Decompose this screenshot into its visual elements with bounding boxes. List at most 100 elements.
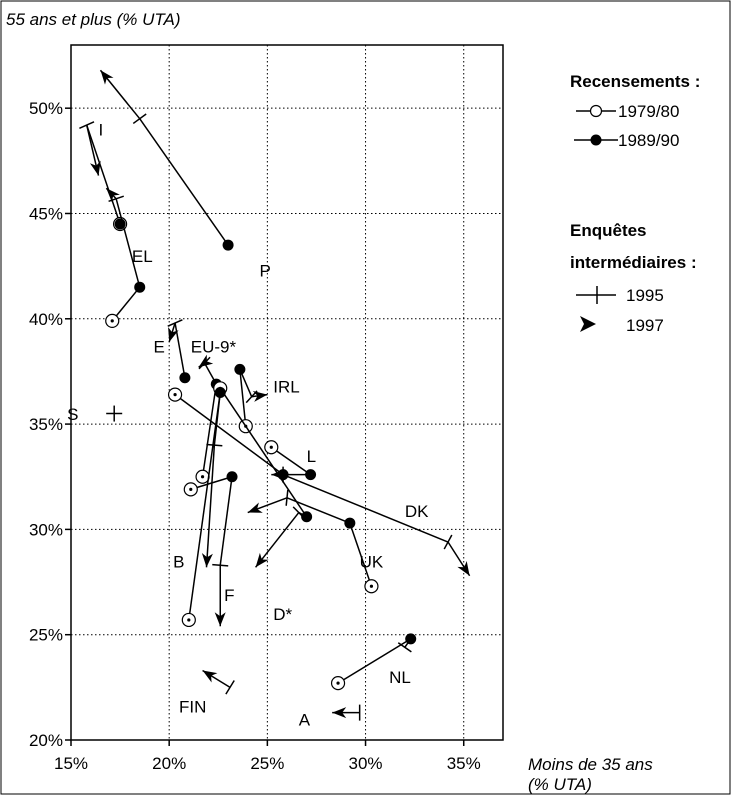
marker-1979-center: [336, 681, 340, 685]
trajectory-segment: [337, 638, 412, 684]
legend-label-1979: 1979/80: [618, 102, 679, 121]
plot-frame: [70, 44, 504, 741]
x-axis-title-line2: (% UTA): [528, 775, 592, 794]
trajectory-segment: [205, 445, 216, 568]
tick-1995: [397, 642, 412, 653]
y-tick-label: 25%: [29, 626, 63, 645]
x-tick-label: 25%: [250, 754, 284, 773]
point-labels: P I EL E EU-9* IRL S L DK UK D* B F NL FIN A: [67, 121, 429, 730]
trajectory-segment: [188, 392, 221, 621]
legend-marker-1979: [589, 104, 603, 118]
arrow-1997: [201, 553, 213, 568]
tick-1995: [79, 121, 95, 129]
y-tick-label: 35%: [29, 415, 63, 434]
series-b: [183, 471, 238, 627]
marker-1979-center: [173, 393, 177, 397]
trajectory-segment: [219, 476, 233, 566]
trajectory-segment: [349, 522, 373, 587]
x-tick-label: 15%: [54, 754, 88, 773]
marker-1989: [277, 469, 289, 481]
point-label-d: D*: [273, 605, 292, 624]
marker-1989: [405, 633, 417, 645]
y-axis-title: 55 ans et plus (% UTA): [6, 10, 180, 29]
trajectory-segment: [174, 394, 284, 476]
tick-1995: [225, 680, 235, 695]
legend: Recensements : 1979/80 1989/90 Enquêtes …: [570, 72, 700, 335]
series-e: [167, 319, 191, 384]
marker-1979-center: [369, 584, 374, 588]
point-label-uk: UK: [360, 552, 384, 571]
marker-1989: [222, 239, 234, 251]
trajectory-segment: [213, 392, 221, 446]
tick-1995: [212, 563, 229, 567]
y-tick-label: 30%: [29, 520, 63, 539]
trajectory-segment: [111, 286, 141, 322]
axis-ticks: 15% 20% 25% 30% 35% 20% 25% 30% 35% 40% 45% 50%: [29, 99, 481, 773]
x-tick-label: 35%: [447, 754, 481, 773]
tick-1995: [206, 443, 223, 447]
series-f: [181, 387, 226, 628]
trajectory-segment: [99, 69, 141, 120]
arrow-1997: [255, 552, 269, 568]
marker-1979-center: [189, 487, 193, 491]
legend-label-1989: 1989/90: [618, 131, 679, 150]
point-label-a: A: [299, 710, 311, 729]
legend-title-surveys-line1: Enquêtes: [570, 221, 647, 240]
arrow-1997: [247, 502, 263, 513]
trajectory-segment: [254, 512, 300, 568]
legend-arrow-1997: [580, 316, 596, 332]
series-p: [99, 69, 234, 251]
marker-1989: [344, 517, 356, 529]
x-axis-title-line1: Moins de 35 ans: [528, 755, 653, 774]
legend-label-1997: 1997: [626, 316, 664, 335]
y-tick-label: 20%: [29, 731, 63, 750]
series-layer: [79, 69, 471, 721]
marker-1979-center: [200, 475, 205, 479]
arrow-1997: [202, 670, 218, 683]
trajectory-segment: [139, 118, 229, 246]
y-tick-label: 50%: [29, 99, 63, 118]
series-el: [105, 187, 146, 328]
point-label-i: I: [98, 121, 103, 140]
trajectory-segment: [115, 198, 141, 288]
marker-1989: [214, 387, 226, 398]
point-label-l: L: [307, 447, 316, 466]
point-label-nl: NL: [389, 668, 411, 687]
y-tick-label: 40%: [29, 310, 63, 329]
grid: [71, 45, 503, 740]
trajectory-segment: [201, 383, 218, 477]
arrow-1997: [252, 391, 268, 402]
point-label-f: F: [224, 586, 234, 605]
legend-marker-1989: [590, 134, 602, 146]
tick-1995: [167, 319, 183, 327]
series-irl: [234, 363, 268, 434]
trajectory-segment: [282, 473, 449, 543]
series-a: [332, 704, 361, 721]
point-label-s: S: [67, 405, 78, 424]
trajectory-segment: [239, 369, 247, 427]
marker-1979-center: [187, 618, 191, 622]
tick-1995: [108, 195, 124, 203]
series-s: [106, 405, 123, 422]
marker-1989: [226, 471, 238, 483]
series-fin: [202, 669, 235, 695]
legend-title-censuses: Recensements :: [570, 72, 700, 91]
point-label-p: P: [260, 262, 271, 281]
arrow-1997: [198, 354, 214, 368]
point-label-fin: FIN: [179, 698, 206, 717]
series-nl: [330, 633, 417, 691]
tick-1995: [285, 489, 289, 506]
point-label-el: EL: [132, 247, 153, 266]
point-label-b: B: [173, 552, 184, 571]
arrow-1997: [457, 561, 470, 576]
x-tick-label: 30%: [349, 754, 383, 773]
point-label-irl: IRL: [273, 378, 299, 397]
tick-1995: [443, 534, 453, 550]
arrow-1997: [332, 707, 347, 719]
arrow-1997: [100, 70, 114, 85]
y-tick-label: 45%: [29, 204, 63, 223]
legend-label-1995: 1995: [626, 286, 664, 305]
point-label-e: E: [153, 337, 164, 356]
trajectory-segment: [85, 124, 121, 225]
